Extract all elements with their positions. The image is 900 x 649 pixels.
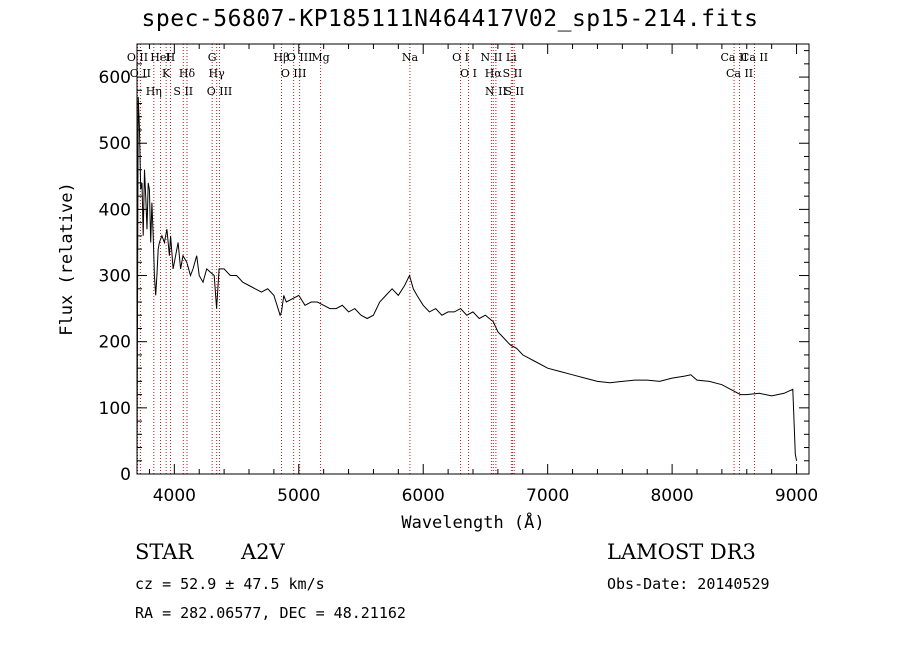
line-marker-label: Mg <box>311 51 329 64</box>
y-tick-label: 300 <box>99 267 131 287</box>
line-marker-label: Hγ <box>209 67 226 80</box>
x-axis-label: Wavelength (Å) <box>401 511 544 533</box>
x-tick-label: 4000 <box>153 486 196 506</box>
line-marker-label: N II <box>485 85 507 98</box>
y-tick-label: 400 <box>99 200 131 220</box>
line-marker-label: Hη <box>146 85 162 98</box>
tick-labels-layer: 4000 5000 6000 7000 8000 9000 0 100 200 300 400 500… <box>99 68 819 506</box>
line-marker-label: Ca II <box>726 67 753 80</box>
x-tick-label: 5000 <box>277 486 320 506</box>
line-marker-label: O III <box>207 85 233 98</box>
line-marker-label: N II <box>481 51 503 64</box>
y-tick-label: 600 <box>99 68 131 88</box>
line-marker-label: Na <box>402 51 419 64</box>
line-marker-label: Ca II <box>720 51 747 64</box>
x-tick-label: 7000 <box>526 486 569 506</box>
y-tick-label: 500 <box>99 134 131 154</box>
line-marker-label: G <box>208 51 217 64</box>
x-tick-label: 8000 <box>650 486 693 506</box>
line-marker-label: O I <box>452 51 469 64</box>
line-marker-label: H <box>166 51 176 64</box>
line-marker-label: Hβ <box>274 51 290 64</box>
y-tick-label: 100 <box>99 399 131 419</box>
object-class: STAR <box>135 540 194 564</box>
line-marker-label: K <box>162 67 171 80</box>
x-tick-label: 6000 <box>402 486 445 506</box>
ra-dec: RA = 282.06577, DEC = 48.21162 <box>135 604 406 622</box>
line-markers-layer <box>136 44 755 474</box>
plot-frame <box>136 43 810 475</box>
y-tick-label: 200 <box>99 333 131 353</box>
line-marker-label: Hα <box>485 67 503 80</box>
line-marker-label: O III <box>281 67 307 80</box>
line-marker-label: Hδ <box>179 67 196 80</box>
x-tick-label: 9000 <box>775 486 818 506</box>
line-marker-label: O III <box>287 51 313 64</box>
y-tick-label: 0 <box>120 465 131 485</box>
line-marker-label: S II <box>503 67 523 80</box>
line-marker-label: S II <box>504 85 524 98</box>
redshift-cz: cz = 52.9 ± 47.5 km/s <box>135 575 325 593</box>
y-axis-label: Flux (relative) <box>57 182 77 336</box>
survey-name: LAMOST DR3 <box>607 540 756 564</box>
obs-date: Obs-Date: 20140529 <box>607 575 770 593</box>
object-subclass: A2V <box>241 540 285 564</box>
line-marker-label: S II <box>173 85 193 98</box>
chart-title: spec-56807-KP185111N464417V02_sp15-214.f… <box>141 6 759 32</box>
line-marker-label: Ca II <box>741 51 768 64</box>
ticks-layer <box>137 44 809 475</box>
line-marker-label: Li <box>506 51 517 64</box>
line-marker-label: O II <box>130 67 151 80</box>
line-marker-label: HeI <box>150 51 170 64</box>
line-marker-label: O I <box>460 67 477 80</box>
spectrum-line <box>136 96 798 468</box>
